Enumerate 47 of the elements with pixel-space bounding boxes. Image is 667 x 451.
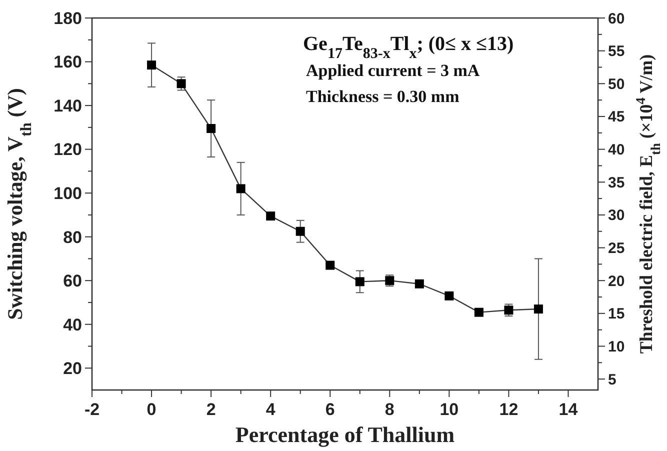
- x-tick-label: 6: [325, 400, 335, 419]
- y2-tick-label: 40: [608, 142, 625, 159]
- annotation: Ge$_{17}$Te$_{83-x}$Tl$_{x}$; (0≤ x ≤13): [303, 33, 514, 62]
- y-tick-label: 120: [54, 140, 82, 160]
- y2-tick-label: 45: [608, 108, 625, 126]
- y-tick-label: 60: [63, 272, 82, 291]
- x-tick-label: -2: [84, 400, 100, 419]
- point: [355, 277, 364, 286]
- y2-tick-label: 15: [608, 306, 625, 323]
- y2-tick-label: 55: [608, 43, 625, 60]
- point: [206, 124, 216, 134]
- point: [326, 260, 335, 270]
- point: [534, 304, 543, 314]
- y2-tick-label: 25: [608, 240, 625, 258]
- x-tick-label: 14: [558, 400, 578, 419]
- y2-tick-label: 5: [608, 371, 616, 388]
- x-tick-label: 2: [206, 400, 216, 419]
- y2-tick-label: 50: [608, 76, 625, 93]
- y-tick-label: 180: [54, 8, 82, 28]
- point: [236, 184, 246, 194]
- y2-tick-label: 10: [608, 338, 625, 356]
- y-tick-label: 40: [63, 315, 82, 334]
- x-tick-label: 4: [266, 400, 276, 419]
- annotation: Applied current = 3 mA: [306, 61, 480, 80]
- y2-tick-label: 60: [608, 10, 625, 28]
- x-tick-label: 0: [146, 400, 156, 419]
- point: [266, 212, 276, 221]
- y2-tick-label: 20: [608, 272, 625, 290]
- x-tick-label: 12: [499, 400, 518, 419]
- y-tick-label: 20: [63, 359, 82, 378]
- x-axis-title: Percentage of Thallium: [235, 422, 455, 447]
- y2-tick-label: 35: [608, 174, 625, 192]
- y-tick-label: 80: [63, 228, 82, 247]
- point: [176, 79, 186, 88]
- annotation: Thickness = 0.30 mm: [306, 87, 460, 106]
- point: [474, 308, 484, 317]
- y-tick-label: 100: [54, 184, 82, 204]
- x-tick-label: 8: [384, 400, 394, 419]
- y-tick-label: 140: [54, 96, 82, 116]
- point: [296, 226, 305, 236]
- y-tick-label: 160: [54, 52, 82, 72]
- point: [147, 60, 156, 70]
- x-tick-label: 10: [440, 400, 459, 419]
- point: [504, 306, 514, 315]
- point: [414, 279, 424, 288]
- y2-tick-label: 30: [608, 207, 625, 224]
- point: [444, 291, 454, 300]
